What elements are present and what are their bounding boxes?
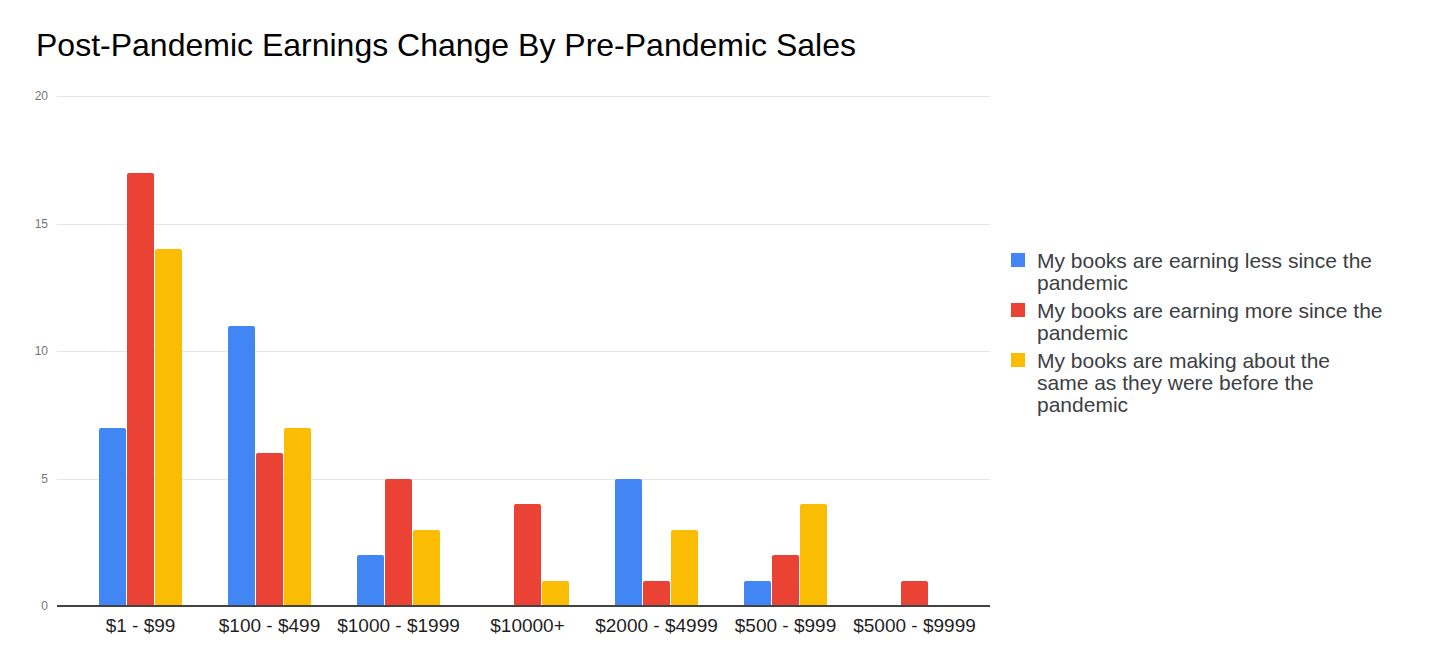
bar-group: $1 - $99 bbox=[76, 96, 205, 606]
bar[interactable] bbox=[385, 479, 412, 607]
legend-item[interactable]: My books are earning more since the pand… bbox=[1011, 300, 1386, 344]
bar-group: $5000 - $9999 bbox=[850, 96, 979, 606]
bar[interactable] bbox=[99, 428, 126, 607]
bar[interactable] bbox=[514, 504, 541, 606]
bar-group: $500 - $999 bbox=[721, 96, 850, 606]
legend-swatch-icon bbox=[1011, 353, 1025, 367]
y-axis-tick-label: 20 bbox=[35, 90, 48, 102]
bar[interactable] bbox=[256, 453, 283, 606]
x-axis-label: $100 - $499 bbox=[219, 615, 320, 637]
bar[interactable] bbox=[228, 326, 255, 607]
bar[interactable] bbox=[357, 555, 384, 606]
bar[interactable] bbox=[542, 581, 569, 607]
bar-groups: $1 - $99$100 - $499$1000 - $1999$10000+$… bbox=[57, 96, 990, 606]
x-axis-label: $10000+ bbox=[490, 615, 565, 637]
bar[interactable] bbox=[284, 428, 311, 607]
bar[interactable] bbox=[413, 530, 440, 607]
legend: My books are earning less since the pand… bbox=[1011, 250, 1386, 416]
legend-item[interactable]: My books are making about the same as th… bbox=[1011, 350, 1386, 416]
legend-label: My books are making about the same as th… bbox=[1037, 350, 1386, 416]
x-axis-label: $2000 - $4999 bbox=[595, 615, 718, 637]
bar[interactable] bbox=[772, 555, 799, 606]
bar[interactable] bbox=[615, 479, 642, 607]
bar[interactable] bbox=[643, 581, 670, 607]
legend-item[interactable]: My books are earning less since the pand… bbox=[1011, 250, 1386, 294]
y-axis-tick-label: 10 bbox=[35, 345, 48, 357]
x-axis-label: $1 - $99 bbox=[106, 615, 176, 637]
legend-label: My books are earning less since the pand… bbox=[1037, 250, 1386, 294]
bar[interactable] bbox=[127, 173, 154, 607]
bar-group: $2000 - $4999 bbox=[592, 96, 721, 606]
x-axis-label: $500 - $999 bbox=[735, 615, 836, 637]
y-axis-tick-label: 15 bbox=[35, 218, 48, 230]
bar[interactable] bbox=[671, 530, 698, 607]
bar[interactable] bbox=[155, 249, 182, 606]
x-axis-label: $1000 - $1999 bbox=[337, 615, 460, 637]
chart-canvas: Post-Pandemic Earnings Change By Pre-Pan… bbox=[0, 0, 1430, 668]
legend-label: My books are earning more since the pand… bbox=[1037, 300, 1386, 344]
y-axis-tick-label: 0 bbox=[41, 600, 48, 612]
bar[interactable] bbox=[901, 581, 928, 607]
bar[interactable] bbox=[744, 581, 771, 607]
legend-swatch-icon bbox=[1011, 253, 1025, 267]
bar-group: $1000 - $1999 bbox=[334, 96, 463, 606]
bar-group: $100 - $499 bbox=[205, 96, 334, 606]
y-axis-tick-label: 5 bbox=[41, 473, 48, 485]
x-axis-line bbox=[57, 605, 990, 607]
chart-title: Post-Pandemic Earnings Change By Pre-Pan… bbox=[36, 27, 856, 63]
bar[interactable] bbox=[800, 504, 827, 606]
plot-area: 05101520 $1 - $99$100 - $499$1000 - $199… bbox=[57, 96, 990, 606]
x-axis-label: $5000 - $9999 bbox=[853, 615, 976, 637]
bar-group: $10000+ bbox=[463, 96, 592, 606]
legend-swatch-icon bbox=[1011, 303, 1025, 317]
